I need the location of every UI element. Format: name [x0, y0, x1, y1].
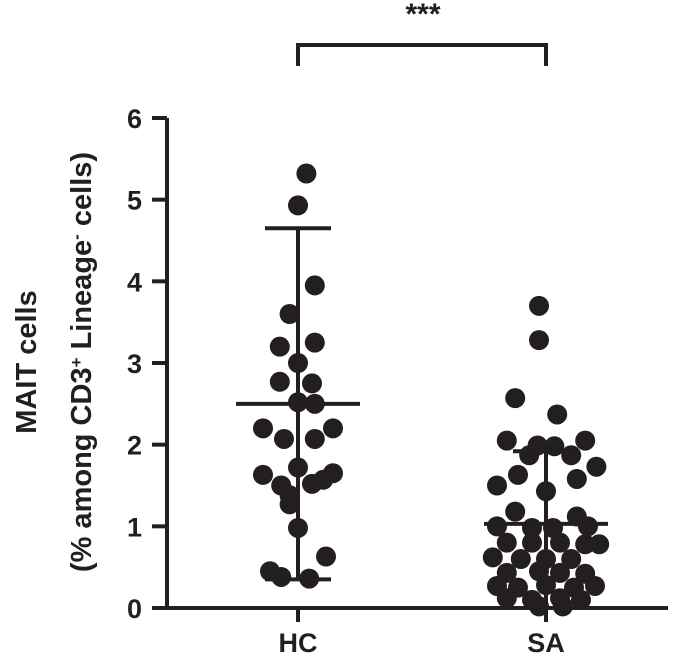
data-point	[279, 494, 300, 515]
data-point	[482, 547, 503, 568]
data-point	[510, 549, 531, 569]
y-axis-title-line2-sup2: -	[67, 234, 86, 240]
data-point	[519, 445, 540, 466]
data-point	[575, 430, 596, 451]
data-point	[487, 516, 507, 537]
data-point	[496, 532, 517, 553]
y-axis-title-line1: MAIT cells	[11, 290, 43, 433]
y-tick-label: 5	[127, 186, 142, 216]
data-point	[316, 546, 336, 567]
data-point	[288, 195, 308, 216]
data-point	[585, 575, 605, 596]
data-point	[522, 532, 542, 553]
y-axis-title-line2: (% among CD3+ Lineage- cells)	[66, 152, 98, 572]
y-tick-label: 3	[127, 349, 142, 379]
data-point	[550, 562, 570, 583]
data-point	[550, 532, 570, 553]
data-point	[269, 371, 290, 392]
y-axis-title-line2-middle: Lineage	[66, 240, 98, 358]
x-category-label-sa: SA	[527, 628, 565, 658]
data-point	[586, 456, 607, 477]
data-point	[561, 445, 582, 466]
x-category-label-hc: HC	[279, 628, 318, 658]
data-point	[505, 501, 526, 522]
data-point	[253, 418, 273, 439]
data-point	[578, 516, 598, 537]
data-point	[508, 464, 528, 485]
data-point	[304, 332, 325, 353]
significance-bracket: ***	[296, 0, 548, 66]
significance-label: ***	[405, 0, 440, 31]
data-point	[571, 589, 591, 610]
data-point	[529, 330, 549, 351]
data-point	[271, 566, 292, 587]
data-point	[302, 373, 322, 394]
y-tick-label: 2	[127, 431, 142, 461]
y-axis-title: MAIT cells	[11, 290, 43, 433]
data-point	[505, 388, 526, 409]
data-point	[253, 464, 273, 485]
data-point	[296, 163, 317, 184]
y-tick-label: 1	[127, 512, 142, 542]
y-tick-label: 0	[127, 594, 142, 624]
data-point	[547, 404, 568, 425]
data-point	[561, 549, 582, 569]
data-point	[589, 534, 610, 555]
y-axis-subtitle: (% among CD3+ Lineage- cells)	[66, 152, 98, 572]
y-axis-title-line2-sup1: +	[67, 357, 86, 367]
y-axis-title-line2-suffix: cells)	[66, 152, 98, 234]
data-point	[323, 418, 343, 439]
data-point	[302, 473, 322, 494]
x-category-labels: HC SA	[279, 606, 565, 658]
data-point	[566, 468, 587, 489]
data-point	[274, 428, 294, 449]
data-point	[496, 430, 517, 451]
y-tick-label: 4	[127, 267, 142, 297]
y-tick-label: 6	[127, 104, 142, 134]
data-point	[304, 275, 325, 296]
data-point	[279, 304, 300, 324]
data-point	[575, 534, 596, 555]
data-point	[529, 295, 549, 316]
group-hc	[236, 163, 360, 589]
data-point	[487, 475, 507, 496]
group-sa	[482, 295, 610, 617]
data-groups	[236, 163, 610, 617]
data-point	[304, 428, 325, 449]
y-axis-title-line2-prefix: (% among CD3	[66, 367, 98, 572]
data-point	[496, 588, 517, 609]
y-ticks: 0 1 2 3 4 5 6	[127, 104, 167, 624]
data-point	[269, 336, 290, 357]
